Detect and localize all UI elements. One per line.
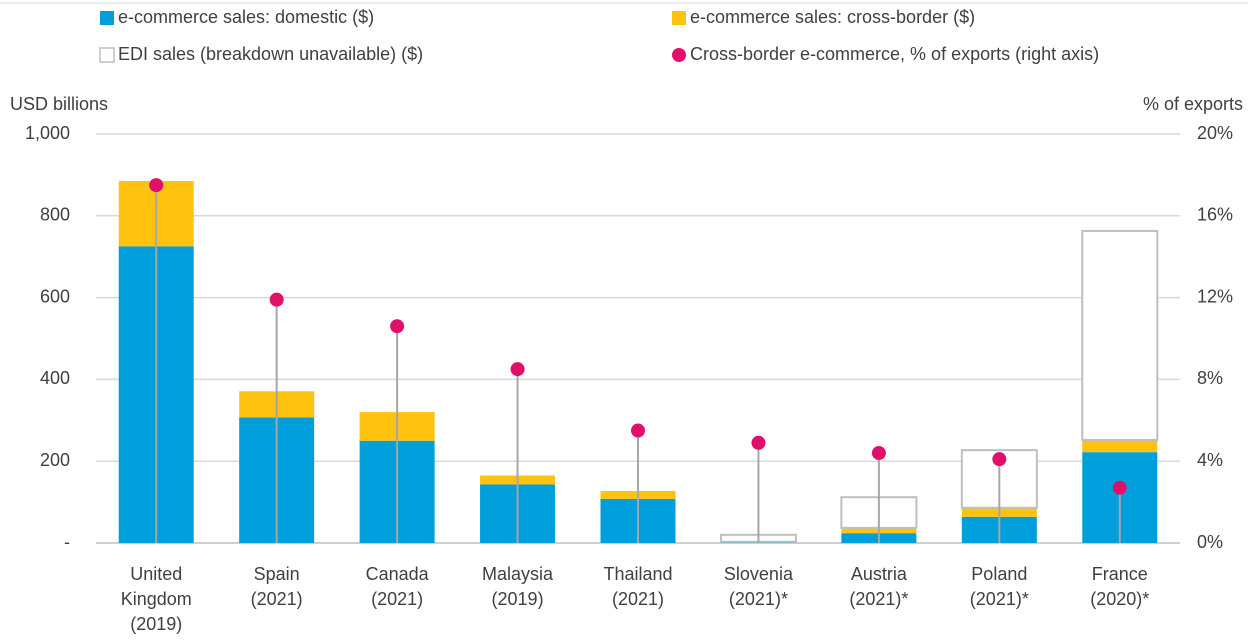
- legend-label: e-commerce sales: domestic ($): [118, 7, 374, 27]
- legend-label: EDI sales (breakdown unavailable) ($): [118, 44, 423, 64]
- legend-label: e-commerce sales: cross-border ($): [690, 7, 975, 27]
- y2-axis-label: % of exports: [1143, 94, 1243, 114]
- dot: [1112, 480, 1127, 495]
- y2-tick-label: 4%: [1197, 450, 1223, 470]
- y-tick-label: 800: [40, 205, 70, 225]
- dot: [751, 435, 766, 450]
- y-tick-label: 400: [40, 368, 70, 388]
- x-tick-label: United Kingdom (2019): [120, 564, 192, 634]
- y2-tick-label: 16%: [1197, 205, 1233, 225]
- dot: [390, 319, 405, 334]
- legend-label: Cross-border e-commerce, % of exports (r…: [690, 44, 1099, 64]
- x-tick-label: Canada (2021): [365, 564, 429, 609]
- x-tick-label: France (2020)*: [1090, 564, 1150, 609]
- y-tick-label: 1,000: [25, 123, 70, 143]
- x-tick-label: Austria (2021)*: [849, 564, 909, 609]
- legend-marker: [672, 48, 686, 62]
- legend-marker: [672, 11, 686, 25]
- x-tick-label: Malaysia (2019): [482, 564, 554, 609]
- y-tick-label: -: [64, 532, 70, 552]
- dot: [871, 446, 886, 461]
- x-tick-label: Spain (2021): [250, 564, 303, 609]
- y2-tick-label: 8%: [1197, 368, 1223, 388]
- dot: [149, 178, 164, 193]
- x-tick-label: Poland (2021)*: [969, 564, 1029, 609]
- dot: [992, 452, 1007, 467]
- y-tick-label: 600: [40, 286, 70, 306]
- y-tick-label: 200: [40, 450, 70, 470]
- legend-marker: [100, 11, 114, 25]
- y2-tick-label: 0%: [1197, 532, 1223, 552]
- legend-marker: [99, 47, 115, 63]
- x-tick-label: Slovenia (2021)*: [723, 564, 793, 609]
- bar-segment: [1082, 439, 1158, 453]
- x-tick-label: Thailand (2021): [603, 564, 673, 609]
- y2-tick-label: 12%: [1197, 286, 1233, 306]
- dot: [510, 362, 525, 377]
- y2-tick-label: 20%: [1197, 123, 1233, 143]
- dot: [269, 292, 284, 307]
- bar-segment: [1081, 229, 1159, 441]
- dot: [631, 423, 645, 438]
- y-axis-label: USD billions: [10, 94, 108, 114]
